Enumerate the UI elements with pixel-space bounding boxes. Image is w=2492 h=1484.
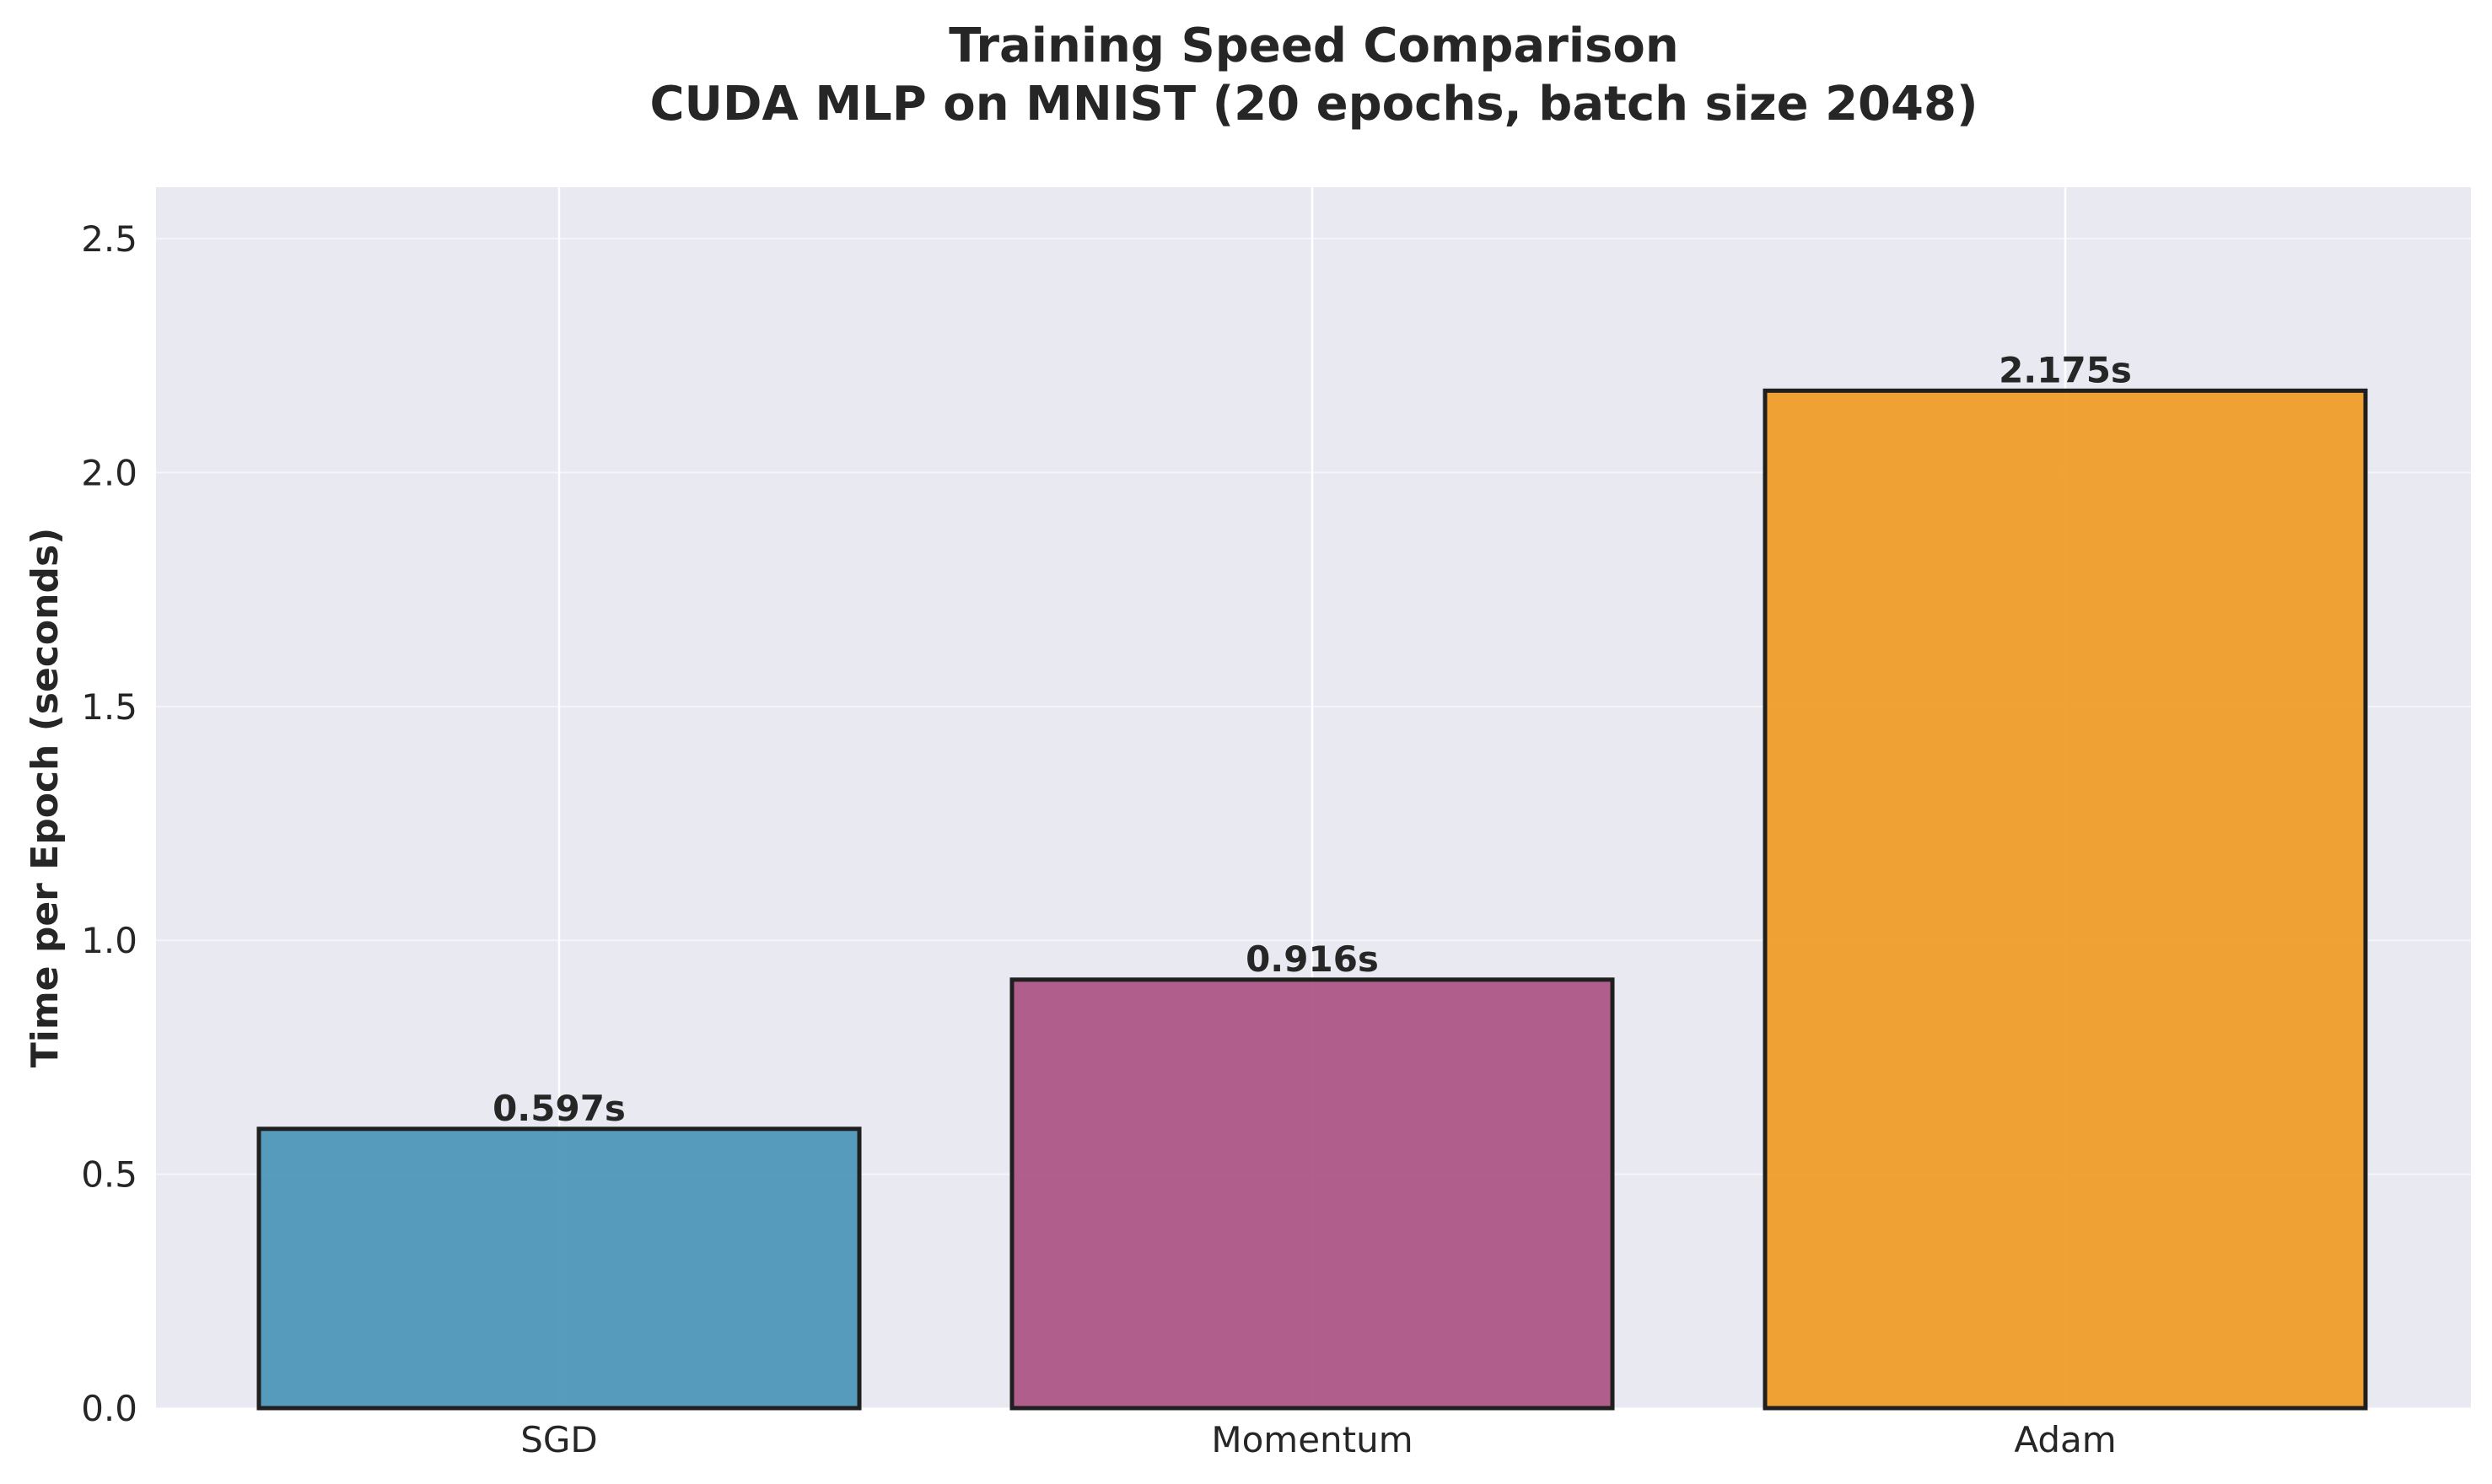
chart-title: Training Speed Comparison	[949, 19, 1678, 73]
data-label-momentum: 0.916s	[1246, 938, 1379, 980]
data-labels: 0.597s 0.916s 2.175s	[492, 349, 2132, 1128]
x-tick-label: SGD	[520, 1419, 598, 1460]
bar-sgd	[256, 1126, 862, 1411]
bar-adam	[1763, 388, 2368, 1411]
y-tick-label: 0.5	[81, 1154, 137, 1196]
data-label-sgd: 0.597s	[492, 1088, 626, 1129]
bars	[256, 388, 2368, 1411]
x-tick-label: Adam	[2014, 1419, 2116, 1460]
y-axis-label: Time per Epoch (seconds)	[24, 528, 67, 1068]
bar-momentum	[1009, 977, 1615, 1411]
x-tick-label: Momentum	[1211, 1419, 1413, 1460]
y-tick-label: 1.0	[81, 920, 137, 961]
y-tick-label: 2.0	[81, 452, 137, 493]
y-tick-label: 1.5	[81, 686, 137, 728]
chart-subtitle: CUDA MLP on MNIST (20 epochs, batch size…	[649, 77, 1978, 132]
y-tick-labels: 0.0 0.5 1.0 1.5 2.0 2.5	[81, 218, 137, 1429]
data-label-adam: 2.175s	[1999, 349, 2132, 390]
y-tick-label: 0.0	[81, 1388, 137, 1429]
x-tick-labels: SGD Momentum Adam	[520, 1419, 2116, 1460]
y-tick-label: 2.5	[81, 218, 137, 260]
